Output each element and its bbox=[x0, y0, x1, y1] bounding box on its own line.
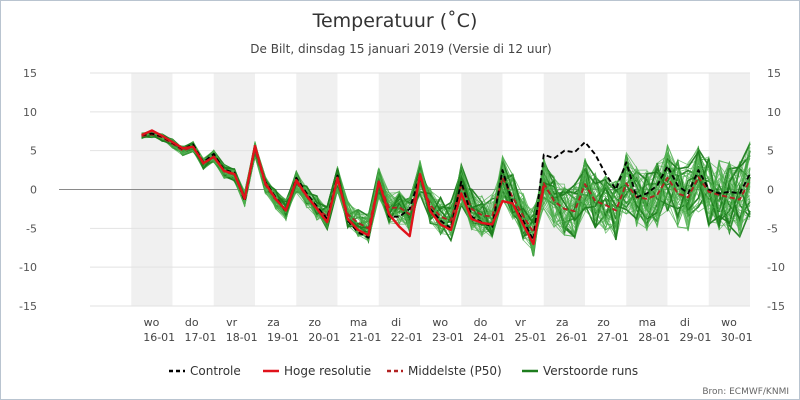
x-tick-date: 23-01 bbox=[432, 331, 464, 344]
legend-label: Controle bbox=[190, 364, 241, 378]
y-axis-right: 15 10 5 0 -5 -10 -15 bbox=[767, 67, 785, 313]
x-tick-date: 19-01 bbox=[267, 331, 299, 344]
y-tick-label: -10 bbox=[767, 261, 785, 274]
legend-label: Hoge resolutie bbox=[284, 364, 371, 378]
legend-label: Verstoorde runs bbox=[543, 364, 638, 378]
y-tick-label: -15 bbox=[19, 300, 37, 313]
chart-subtitle: De Bilt, dinsdag 15 januari 2019 (Versie… bbox=[250, 42, 551, 56]
x-axis: wo 16-01 do 17-01 vr 18-01 za 19-01 zo 20-01 ma 21-… bbox=[143, 316, 752, 344]
x-tick-day: wo bbox=[144, 316, 160, 329]
x-tick-day: vr bbox=[515, 316, 527, 329]
x-tick-date: 16-01 bbox=[143, 331, 175, 344]
y-tick-label: 5 bbox=[767, 145, 774, 158]
x-tick-day: do bbox=[474, 316, 488, 329]
x-tick-day: zo bbox=[597, 316, 610, 329]
source-credit: Bron: ECMWF/KNMI bbox=[702, 387, 789, 397]
x-tick-day: ma bbox=[350, 316, 367, 329]
y-tick-label: 15 bbox=[23, 67, 37, 80]
y-tick-label: 10 bbox=[23, 106, 37, 119]
legend: Controle Hoge resolutie Middelste (P50) Ver… bbox=[169, 364, 638, 378]
gridlines bbox=[59, 72, 750, 307]
x-tick-day: ma bbox=[639, 316, 656, 329]
x-tick-date: 18-01 bbox=[226, 331, 258, 344]
x-tick-day: za bbox=[556, 316, 569, 329]
x-tick-date: 25-01 bbox=[514, 331, 546, 344]
x-tick-date: 21-01 bbox=[349, 331, 381, 344]
y-tick-label: 10 bbox=[767, 106, 781, 119]
x-tick-day: di bbox=[680, 316, 690, 329]
x-tick-date: 27-01 bbox=[597, 331, 629, 344]
y-tick-label: 0 bbox=[30, 184, 37, 197]
x-tick-day: di bbox=[391, 316, 401, 329]
legend-label: Middelste (P50) bbox=[408, 364, 502, 378]
series-line-hoge-resolutie bbox=[141, 129, 545, 246]
x-tick-date: 30-01 bbox=[721, 331, 753, 344]
y-axis-left: 15 10 5 0 -5 -10 -15 bbox=[19, 67, 37, 313]
x-tick-date: 17-01 bbox=[184, 331, 216, 344]
x-tick-day: wo bbox=[432, 316, 448, 329]
y-tick-label: -10 bbox=[19, 261, 37, 274]
y-tick-label: 0 bbox=[767, 184, 774, 197]
main-series bbox=[141, 129, 751, 246]
y-tick-label: -5 bbox=[26, 222, 37, 235]
y-tick-label: -5 bbox=[767, 222, 778, 235]
x-tick-date: 29-01 bbox=[679, 331, 711, 344]
y-tick-label: 15 bbox=[767, 67, 781, 80]
x-tick-date: 28-01 bbox=[638, 331, 670, 344]
x-tick-date: 20-01 bbox=[308, 331, 340, 344]
x-tick-day: zo bbox=[309, 316, 322, 329]
x-tick-date: 26-01 bbox=[556, 331, 588, 344]
x-tick-date: 22-01 bbox=[391, 331, 423, 344]
y-tick-label: -15 bbox=[767, 300, 785, 313]
x-tick-date: 24-01 bbox=[473, 331, 505, 344]
x-tick-day: wo bbox=[721, 316, 737, 329]
x-tick-day: do bbox=[185, 316, 199, 329]
y-tick-label: 5 bbox=[30, 145, 37, 158]
x-tick-day: vr bbox=[226, 316, 238, 329]
chart-title: Temperatuur (˚C) bbox=[312, 10, 478, 32]
x-tick-day: za bbox=[267, 316, 280, 329]
